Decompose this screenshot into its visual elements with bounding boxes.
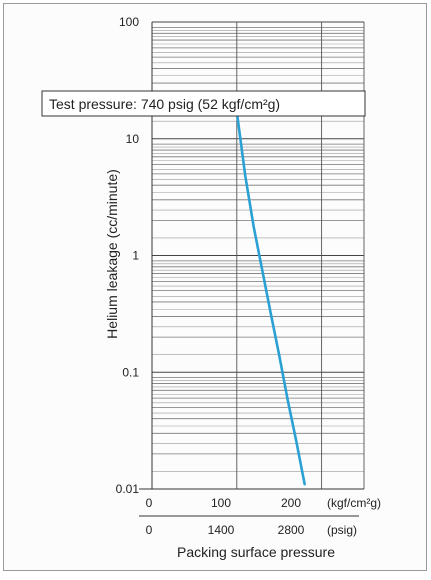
y-tick-label: 0.01	[116, 482, 140, 496]
y-axis-label: Helium leakage (cc/minute)	[104, 169, 120, 339]
callout-box	[41, 90, 366, 117]
x-tick-label: 100	[211, 496, 231, 510]
chart-title: Test pressure: 740 psig (52 kgf/cm²g)	[49, 96, 280, 112]
y-tick-label: 100	[119, 15, 139, 29]
chart: 100 10 1 0.1 0.01 0 100 200 (kgf/cm²g) 0 1400 2800…	[41, 15, 381, 560]
x-tick-label: 200	[281, 496, 301, 510]
y-tick-label: 1	[132, 249, 139, 263]
x-tick-label: 0	[146, 496, 153, 510]
x-axis-label: Packing surface pressure	[177, 544, 335, 560]
x-tick-labels: 0 100 200 (kgf/cm²g) 0 1400 2800 (psig)	[146, 496, 381, 537]
y-tick-labels: 100 10 1 0.1 0.01	[116, 15, 140, 496]
series	[235, 110, 306, 486]
y-tick-label: 0.1	[122, 365, 139, 379]
x-tick-label: 2800	[278, 523, 305, 537]
test-pressure-callout: Test pressure: 740 psig (52 kgf/cm²g)	[41, 90, 366, 117]
y-tick-label: 10	[126, 132, 140, 146]
x-tick-label: 1400	[208, 523, 235, 537]
series-line	[235, 110, 306, 486]
x-axis-unit: (kgf/cm²g)	[327, 496, 381, 510]
x-axis-unit: (psig)	[327, 523, 357, 537]
x-tick-label: 0	[146, 523, 153, 537]
figure-frame: 100 10 1 0.1 0.01 0 100 200 (kgf/cm²g) 0 1400 2800…	[3, 3, 427, 571]
